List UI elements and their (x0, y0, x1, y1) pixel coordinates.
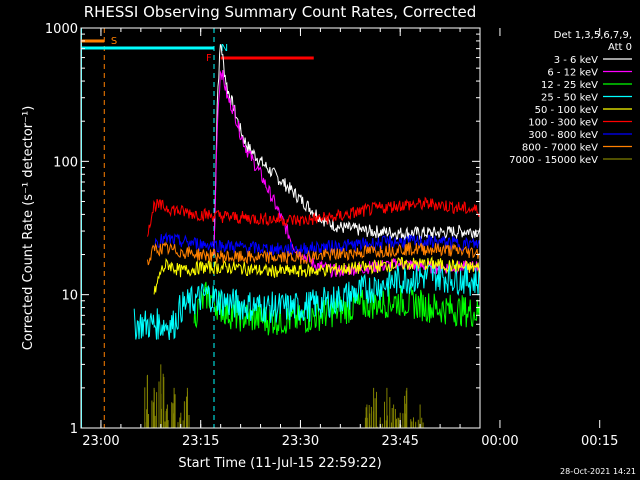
y-tick-label: 10 (61, 289, 78, 304)
series-line-6 (153, 231, 480, 256)
chart-title: RHESSI Observing Summary Count Rates, Co… (84, 3, 477, 21)
x-tick-label: 00:00 (481, 434, 518, 449)
series-line-3 (133, 262, 480, 341)
series-line-7 (147, 241, 480, 266)
y-tick-label: 1 (70, 422, 78, 437)
annotation-f: F (206, 53, 212, 64)
x-tick-label: 00:15 (581, 434, 618, 449)
y-tick-label: 1000 (45, 22, 78, 37)
y-tick-label: 100 (53, 155, 78, 170)
y-axis-label: Corrected Count Rate (s⁻¹ detector⁻¹) (21, 106, 36, 351)
x-tick-label: 23:15 (182, 434, 219, 449)
legend-label: 6 - 12 keV (547, 68, 598, 79)
legend-label: 300 - 800 keV (528, 130, 598, 141)
series-line-5 (147, 196, 480, 237)
legend-label: 3 - 6 keV (554, 55, 598, 66)
x-tick-label: 23:30 (282, 434, 319, 449)
legend-header: Att 0 (608, 42, 632, 53)
series-line-8 (144, 364, 424, 428)
x-tick-label: 23:00 (82, 434, 119, 449)
legend-label: 800 - 7000 keV (522, 143, 598, 154)
timestamp: 28-Oct-2021 14:21 (560, 467, 636, 476)
legend-header: Det 1,3,5,6,7,9, (554, 30, 632, 41)
legend-label: 25 - 50 keV (541, 93, 598, 104)
annotation-n: N (221, 43, 228, 54)
legend: Det 1,3,5,6,7,9,Att 0 3 - 6 keV 6 - 12 keV… (509, 30, 632, 166)
legend-label: 12 - 25 keV (541, 80, 598, 91)
series-line-0 (213, 44, 480, 255)
x-tick-label: 23:45 (381, 434, 418, 449)
series-line-2 (193, 281, 480, 336)
legend-label: 50 - 100 keV (535, 105, 599, 116)
legend-label: 7000 - 15000 keV (509, 155, 598, 166)
plot-frame (80, 27, 481, 429)
x-axis-label: Start Time (11-Jul-15 22:59:22) (178, 456, 381, 471)
legend-label: 100 - 300 keV (528, 118, 598, 129)
series-line-1 (213, 69, 480, 279)
series-line-4 (153, 256, 480, 295)
axes: 1 10 100 1000 23:00 23:15 23:30 23:45 00:00 00:15… (45, 22, 619, 449)
annotation-s: S (111, 36, 117, 47)
